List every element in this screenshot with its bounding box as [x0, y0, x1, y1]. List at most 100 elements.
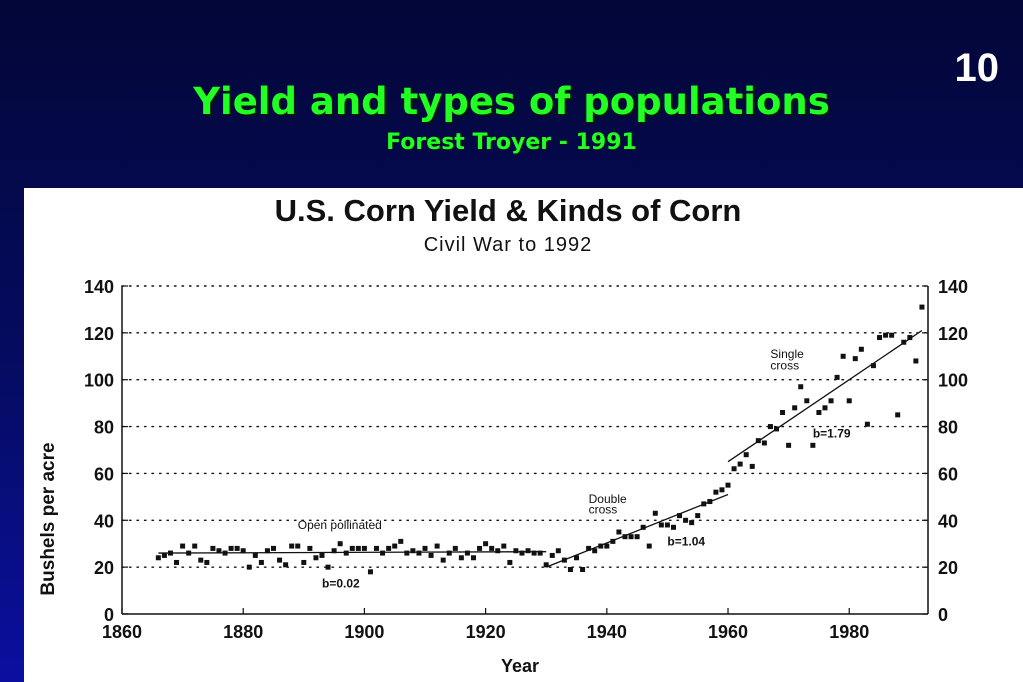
tick-labels: 0 0 20 20 40 40 60 60 80 80 100 100 120 120 140 140 1860… — [84, 277, 968, 642]
data-point-1925 — [513, 548, 519, 554]
data-point-1935 — [574, 555, 580, 561]
data-point-1991 — [913, 358, 919, 364]
y-tick-left-20: 20 — [94, 558, 114, 578]
corn-yield-chart: U.S. Corn Yield & Kinds of Corn Civil Wa… — [38, 193, 968, 676]
data-point-1906 — [398, 538, 404, 544]
data-point-1950 — [664, 522, 670, 528]
data-point-1962 — [737, 461, 743, 467]
data-point-1900 — [361, 545, 367, 551]
slope-single-cross: b=1.79 — [813, 427, 851, 441]
data-point-1977 — [828, 398, 834, 404]
data-point-1869 — [174, 559, 180, 565]
data-point-1873 — [198, 557, 204, 563]
data-point-1978 — [834, 374, 840, 380]
y-tick-right-40: 40 — [938, 511, 958, 531]
data-point-1872 — [192, 543, 198, 549]
data-point-1951 — [670, 524, 676, 530]
data-point-1934 — [567, 566, 573, 572]
data-point-1947 — [646, 543, 652, 549]
y-tick-left-120: 120 — [84, 324, 114, 344]
y-tick-right-100: 100 — [938, 371, 968, 391]
data-point-1907 — [404, 550, 410, 556]
data-point-1949 — [658, 522, 664, 528]
data-point-1911 — [428, 552, 434, 558]
data-point-1896 — [337, 541, 343, 547]
x-tick-1960: 1960 — [708, 622, 748, 642]
data-point-1914 — [446, 550, 452, 556]
data-point-1918 — [470, 555, 476, 561]
data-point-1990 — [907, 335, 913, 341]
slide-title: Yield and types of populations — [193, 80, 830, 123]
x-tick-1940: 1940 — [587, 622, 627, 642]
y-tick-right-20: 20 — [938, 558, 958, 578]
data-point-1897 — [343, 550, 349, 556]
data-point-1969 — [780, 410, 786, 416]
data-point-1880 — [240, 548, 246, 554]
data-point-1867 — [161, 552, 167, 558]
data-point-1940 — [604, 543, 610, 549]
data-point-1952 — [677, 513, 683, 519]
data-point-1904 — [386, 545, 392, 551]
slope-double-cross: b=1.04 — [667, 534, 705, 548]
data-points — [155, 304, 925, 575]
data-point-1928 — [531, 550, 537, 556]
data-point-1875 — [210, 545, 216, 551]
data-point-1936 — [580, 566, 586, 572]
data-point-1929 — [537, 550, 543, 556]
data-point-1985 — [877, 335, 883, 341]
data-point-1972 — [798, 384, 804, 390]
data-point-1871 — [186, 550, 192, 556]
data-point-1901 — [367, 569, 373, 575]
data-point-1876 — [216, 548, 222, 554]
data-point-1910 — [422, 545, 428, 551]
x-tick-1860: 1860 — [102, 622, 142, 642]
x-tick-1920: 1920 — [466, 622, 506, 642]
data-point-1917 — [464, 550, 470, 556]
data-point-1942 — [616, 529, 622, 535]
chart-title: U.S. Corn Yield & Kinds of Corn — [275, 193, 742, 228]
data-point-1959 — [719, 487, 725, 493]
data-point-1943 — [622, 534, 628, 540]
data-point-1966 — [761, 440, 767, 446]
y-tick-left-0: 0 — [104, 605, 114, 625]
data-point-1931 — [549, 552, 555, 558]
y-tick-right-140: 140 — [938, 277, 968, 297]
y-tick-left-80: 80 — [94, 418, 114, 438]
slope-open-pollinated: b=0.02 — [322, 577, 360, 591]
y-tick-right-120: 120 — [938, 324, 968, 344]
data-point-1877 — [222, 550, 228, 556]
slide-number: 10 — [954, 46, 1000, 90]
data-point-1992 — [919, 304, 925, 310]
data-point-1945 — [634, 534, 640, 540]
data-point-1885 — [271, 545, 277, 551]
data-point-1893 — [319, 552, 325, 558]
data-point-1944 — [628, 534, 634, 540]
grid-lines — [121, 285, 929, 568]
data-point-1946 — [640, 524, 646, 530]
data-point-1902 — [374, 545, 380, 551]
x-tick-1900: 1900 — [344, 622, 384, 642]
data-point-1887 — [283, 562, 289, 568]
data-point-1919 — [477, 545, 483, 551]
data-point-1886 — [277, 557, 283, 563]
data-point-1967 — [767, 424, 773, 430]
label-double-cross-1: Double — [589, 492, 627, 506]
y-tick-left-40: 40 — [94, 511, 114, 531]
data-point-1889 — [295, 543, 301, 549]
data-point-1890 — [301, 559, 307, 565]
x-tick-1980: 1980 — [829, 622, 869, 642]
data-point-1973 — [804, 398, 810, 404]
data-point-1938 — [592, 548, 598, 554]
trend-line-2 — [545, 493, 729, 568]
data-point-1957 — [707, 499, 713, 505]
data-point-1899 — [355, 545, 361, 551]
data-point-1975 — [816, 410, 822, 416]
data-point-1926 — [519, 550, 525, 556]
data-point-1908 — [410, 548, 416, 554]
data-point-1970 — [786, 442, 792, 448]
data-point-1883 — [258, 559, 264, 565]
data-point-1960 — [725, 482, 731, 488]
data-point-1915 — [452, 545, 458, 551]
data-point-1964 — [749, 463, 755, 469]
data-point-1948 — [652, 510, 658, 516]
